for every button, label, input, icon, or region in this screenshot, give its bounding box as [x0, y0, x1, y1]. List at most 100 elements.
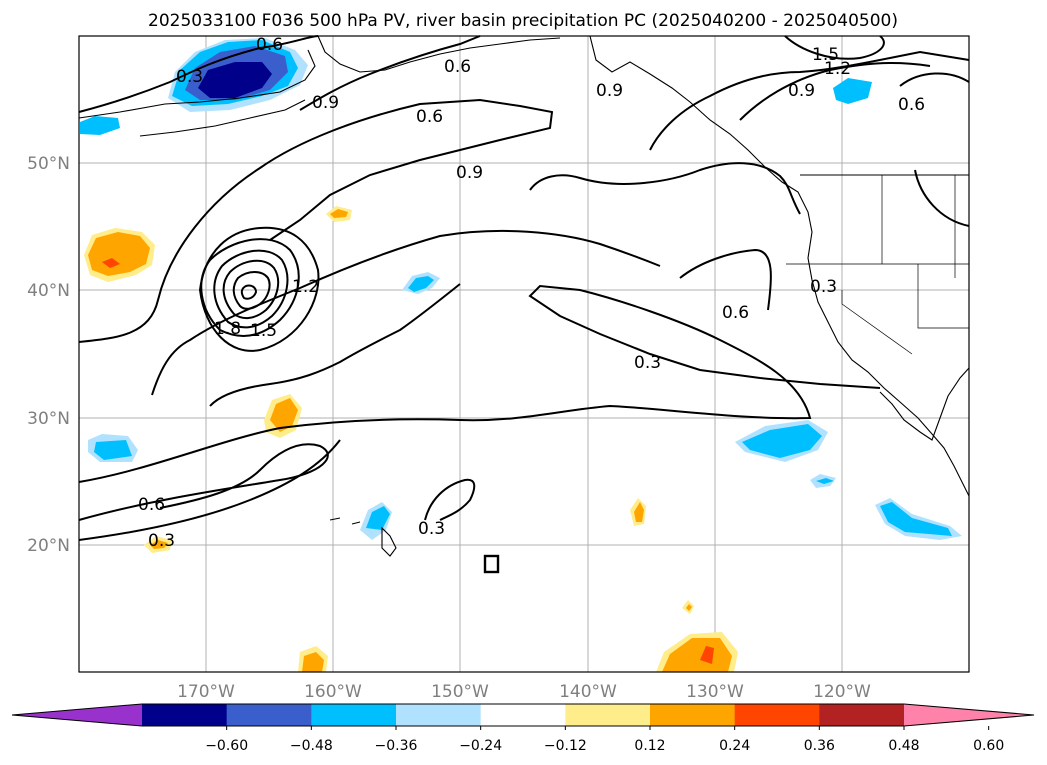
- pos-region-42n-peak: [102, 258, 120, 268]
- colorbar: −0.60 −0.48 −0.36 −0.24 −0.12 0.12 0.24 0.36 0.4…: [11, 703, 1035, 754]
- colorbar-segment: [142, 704, 228, 726]
- contour-labels: 0.3 0.6 0.9 1.2 1.5 1.8 0.6 0.9 0.6 0.3 …: [138, 35, 925, 551]
- contour-label: 0.9: [456, 163, 483, 183]
- lon-tick-label: 130°W: [686, 682, 744, 702]
- pv-contours: [78, 35, 970, 541]
- colorbar-tick-label: −0.24: [459, 738, 502, 754]
- contour-1.5-ne: [784, 35, 885, 60]
- contour-label: 1.5: [250, 321, 277, 341]
- contour-0.3-hawaii: [424, 478, 476, 521]
- colorbar-tick-label: −0.48: [290, 738, 333, 754]
- contour-label: 0.6: [722, 303, 749, 323]
- contour-label: 0.6: [138, 495, 165, 515]
- lat-tick-labels: 20°N 30°N 40°N 50°N: [27, 154, 70, 556]
- coast-gulf-alaska: [317, 35, 561, 73]
- lon-tick-label: 160°W: [304, 682, 362, 702]
- precip-shading: [80, 38, 962, 672]
- colorbar-tick-label: 0.24: [719, 738, 750, 754]
- map-frame: [78, 35, 970, 673]
- contour-0.9-mid: [209, 283, 461, 407]
- contour-1.5-low: [213, 249, 289, 329]
- neg-region-west: [80, 116, 120, 135]
- colorbar-tick-label: −0.36: [375, 738, 418, 754]
- contour-1.2-ne: [739, 62, 931, 121]
- pos-region-42n-core: [88, 232, 150, 276]
- map-title: 2025033100 F036 500 hPa PV, river basin …: [148, 11, 898, 31]
- lon-tick-labels: 170°W 160°W 150°W 140°W 130°W 120°W: [177, 682, 871, 702]
- colorbar-outline: [11, 703, 1035, 727]
- map-area: [79, 36, 969, 672]
- contour-label: 0.3: [810, 277, 837, 297]
- contour-0.9-jet: [151, 229, 661, 396]
- colorbar-segment: [565, 704, 651, 726]
- colorbar-segment: [396, 704, 482, 726]
- contour-2.1-low: [232, 271, 271, 310]
- lat-tick-label: 50°N: [27, 154, 70, 174]
- contour-label: 0.9: [596, 81, 623, 101]
- colorbar-segment: [819, 704, 905, 726]
- pos-region-south-east-core: [662, 638, 732, 672]
- colorbar-tick-label: −0.12: [544, 738, 587, 754]
- pos-region-22n-core: [634, 502, 644, 522]
- contour-label: 0.9: [312, 93, 339, 113]
- contour-0.3-south: [78, 284, 881, 483]
- contour-label: 0.6: [444, 57, 471, 77]
- contour-label: 1.2: [292, 277, 319, 297]
- colorbar-segment: [480, 704, 566, 726]
- lon-tick-label: 140°W: [559, 682, 617, 702]
- pos-region-20n-core: [150, 540, 168, 549]
- contour-label: 1.8: [214, 319, 241, 339]
- neg-region-40n-core: [408, 276, 434, 292]
- contour-2.4-low: [240, 284, 258, 300]
- contour-0.3-north: [78, 35, 319, 113]
- colorbar-tick-label: 0.36: [804, 738, 835, 754]
- contour-0.3-southwest: [78, 439, 341, 541]
- contour-label: 1.5: [812, 45, 839, 65]
- colorbar-segment: [226, 704, 312, 726]
- lat-tick-label: 40°N: [27, 281, 70, 301]
- contour-label: 0.6: [416, 107, 443, 127]
- neg-region-21n-core: [366, 506, 390, 530]
- lon-tick-label: 150°W: [431, 682, 489, 702]
- pos-region-46n-core: [330, 209, 348, 218]
- colorbar-tick-label: 0.60: [973, 738, 1004, 754]
- pos-region-south-west-core: [302, 652, 324, 672]
- contour-label: 1.2: [824, 59, 851, 79]
- colorbar-segment: [650, 704, 736, 726]
- contour-0.6-southwest: [78, 443, 329, 521]
- coast-baja: [879, 367, 970, 441]
- neg-region-30n-east-core: [742, 424, 822, 458]
- contour-1.8-low: [222, 259, 280, 320]
- coast-alaska-peninsula: [78, 49, 316, 119]
- contour-label: 0.3: [418, 519, 445, 539]
- colorbar-tick-label: 0.48: [888, 738, 919, 754]
- contour-0.9-north: [299, 35, 481, 111]
- neg-region-22n-east-core: [880, 502, 952, 536]
- pos-region-15n-core: [686, 604, 692, 611]
- lon-tick-label: 120°W: [813, 682, 871, 702]
- contour-0.6-east: [679, 248, 772, 311]
- pos-region-31n-core: [270, 398, 298, 432]
- neg-region-canada: [833, 78, 872, 104]
- contour-label: 0.6: [256, 35, 283, 55]
- coastlines: [78, 35, 970, 574]
- neg-region-28n-core: [94, 440, 132, 460]
- pos-region-south-east-peak: [700, 646, 714, 664]
- contour-label: 0.6: [898, 95, 925, 115]
- contour-label: 0.3: [634, 353, 661, 373]
- contour-label: 0.3: [176, 67, 203, 87]
- borders-states: [786, 175, 969, 355]
- colorbar-extend-low: [12, 704, 142, 726]
- colorbar-segment: [734, 704, 820, 726]
- coast-west-north-america: [589, 35, 970, 497]
- coast-aleutian-chain: [139, 99, 306, 137]
- neg-region-25n-core: [816, 478, 834, 484]
- contour-0.9-low: [198, 226, 320, 352]
- colorbar-tick-label: 0.12: [634, 738, 665, 754]
- neg-region-aleutian-core3: [198, 62, 272, 98]
- contour-0.9-east: [529, 162, 801, 215]
- lat-tick-label: 20°N: [27, 536, 70, 556]
- contour-label: 0.9: [788, 81, 815, 101]
- coast-hawaii: [329, 517, 397, 557]
